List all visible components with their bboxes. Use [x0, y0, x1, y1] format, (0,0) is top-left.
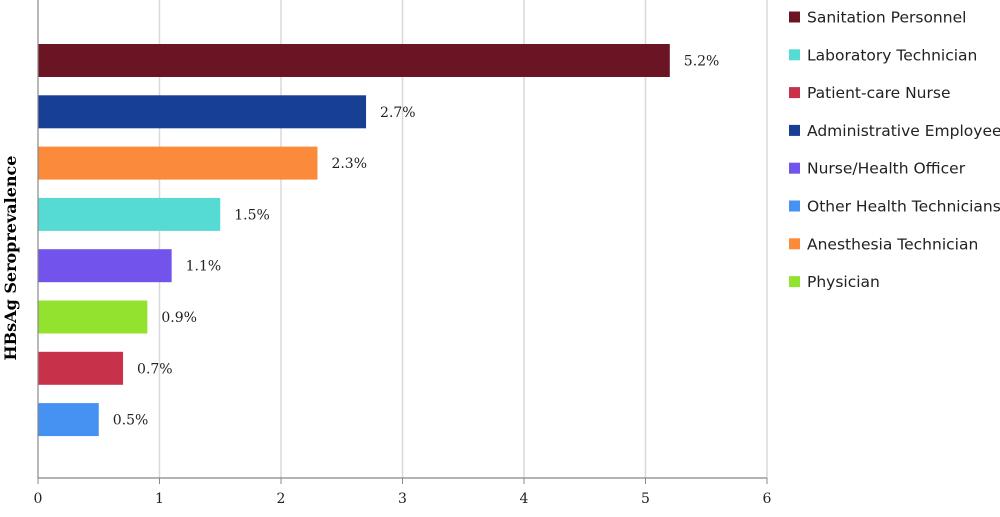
legend-swatch — [789, 162, 800, 174]
y-axis-title: HBsAg Seroprevalence — [1, 156, 20, 361]
legend-label: Administrative Employee — [807, 122, 1000, 140]
data-label: 0.5% — [113, 413, 149, 429]
legend-swatch — [789, 49, 800, 61]
legend-swatch — [789, 124, 800, 136]
x-tick-label: 1 — [155, 491, 164, 507]
legend-label: Laboratory Technician — [807, 46, 977, 64]
data-label: 5.2% — [684, 54, 720, 70]
data-label: 1.5% — [234, 207, 270, 223]
x-tick-label: 6 — [763, 491, 772, 507]
bar-administrative-employee — [38, 95, 367, 129]
legend-label: Anesthesia Technician — [807, 235, 978, 253]
bars — [38, 44, 670, 437]
data-label: 0.7% — [137, 361, 173, 377]
legend-swatch — [789, 11, 800, 23]
legend-label: Patient-care Nurse — [807, 84, 950, 102]
bar-other-health-technicians — [38, 403, 99, 437]
data-label: 2.3% — [331, 156, 367, 172]
legend-label: Other Health Technicians — [807, 198, 1000, 216]
data-label: 2.7% — [380, 105, 416, 121]
legend-label: Sanitation Personnel — [807, 9, 966, 27]
data-label: 1.1% — [186, 259, 222, 275]
bar-nurse-health-officer — [38, 249, 172, 283]
grid-lines — [158, 0, 768, 478]
bar-physician — [38, 300, 148, 334]
x-tick-label: 0 — [34, 491, 43, 507]
x-tick-label: 3 — [398, 491, 407, 507]
bar-patient-care-nurse — [38, 351, 124, 385]
legend-label: Nurse/Health Officer — [807, 160, 966, 178]
x-tick-label: 2 — [277, 491, 286, 507]
x-axis: 0 1 2 3 4 5 6 — [34, 0, 772, 507]
legend-label: Physician — [807, 273, 880, 291]
data-label: 0.9% — [161, 310, 197, 326]
bar-sanitation-personnel — [38, 44, 670, 77]
bar-anesthesia-technician — [38, 146, 318, 180]
legend-swatch — [789, 87, 800, 99]
legend-swatch — [789, 238, 800, 250]
legend: Sanitation Personnel Laboratory Technicia… — [789, 9, 1000, 291]
x-tick-label: 5 — [641, 491, 650, 507]
legend-swatch — [789, 276, 800, 288]
x-tick-label: 4 — [520, 491, 529, 507]
data-labels: 5.2% 2.7% 2.3% 1.5% 1.1% 0.9% 0.7% 0.5% — [113, 54, 720, 429]
legend-swatch — [789, 200, 800, 212]
bar-laboratory-technician — [38, 197, 221, 231]
